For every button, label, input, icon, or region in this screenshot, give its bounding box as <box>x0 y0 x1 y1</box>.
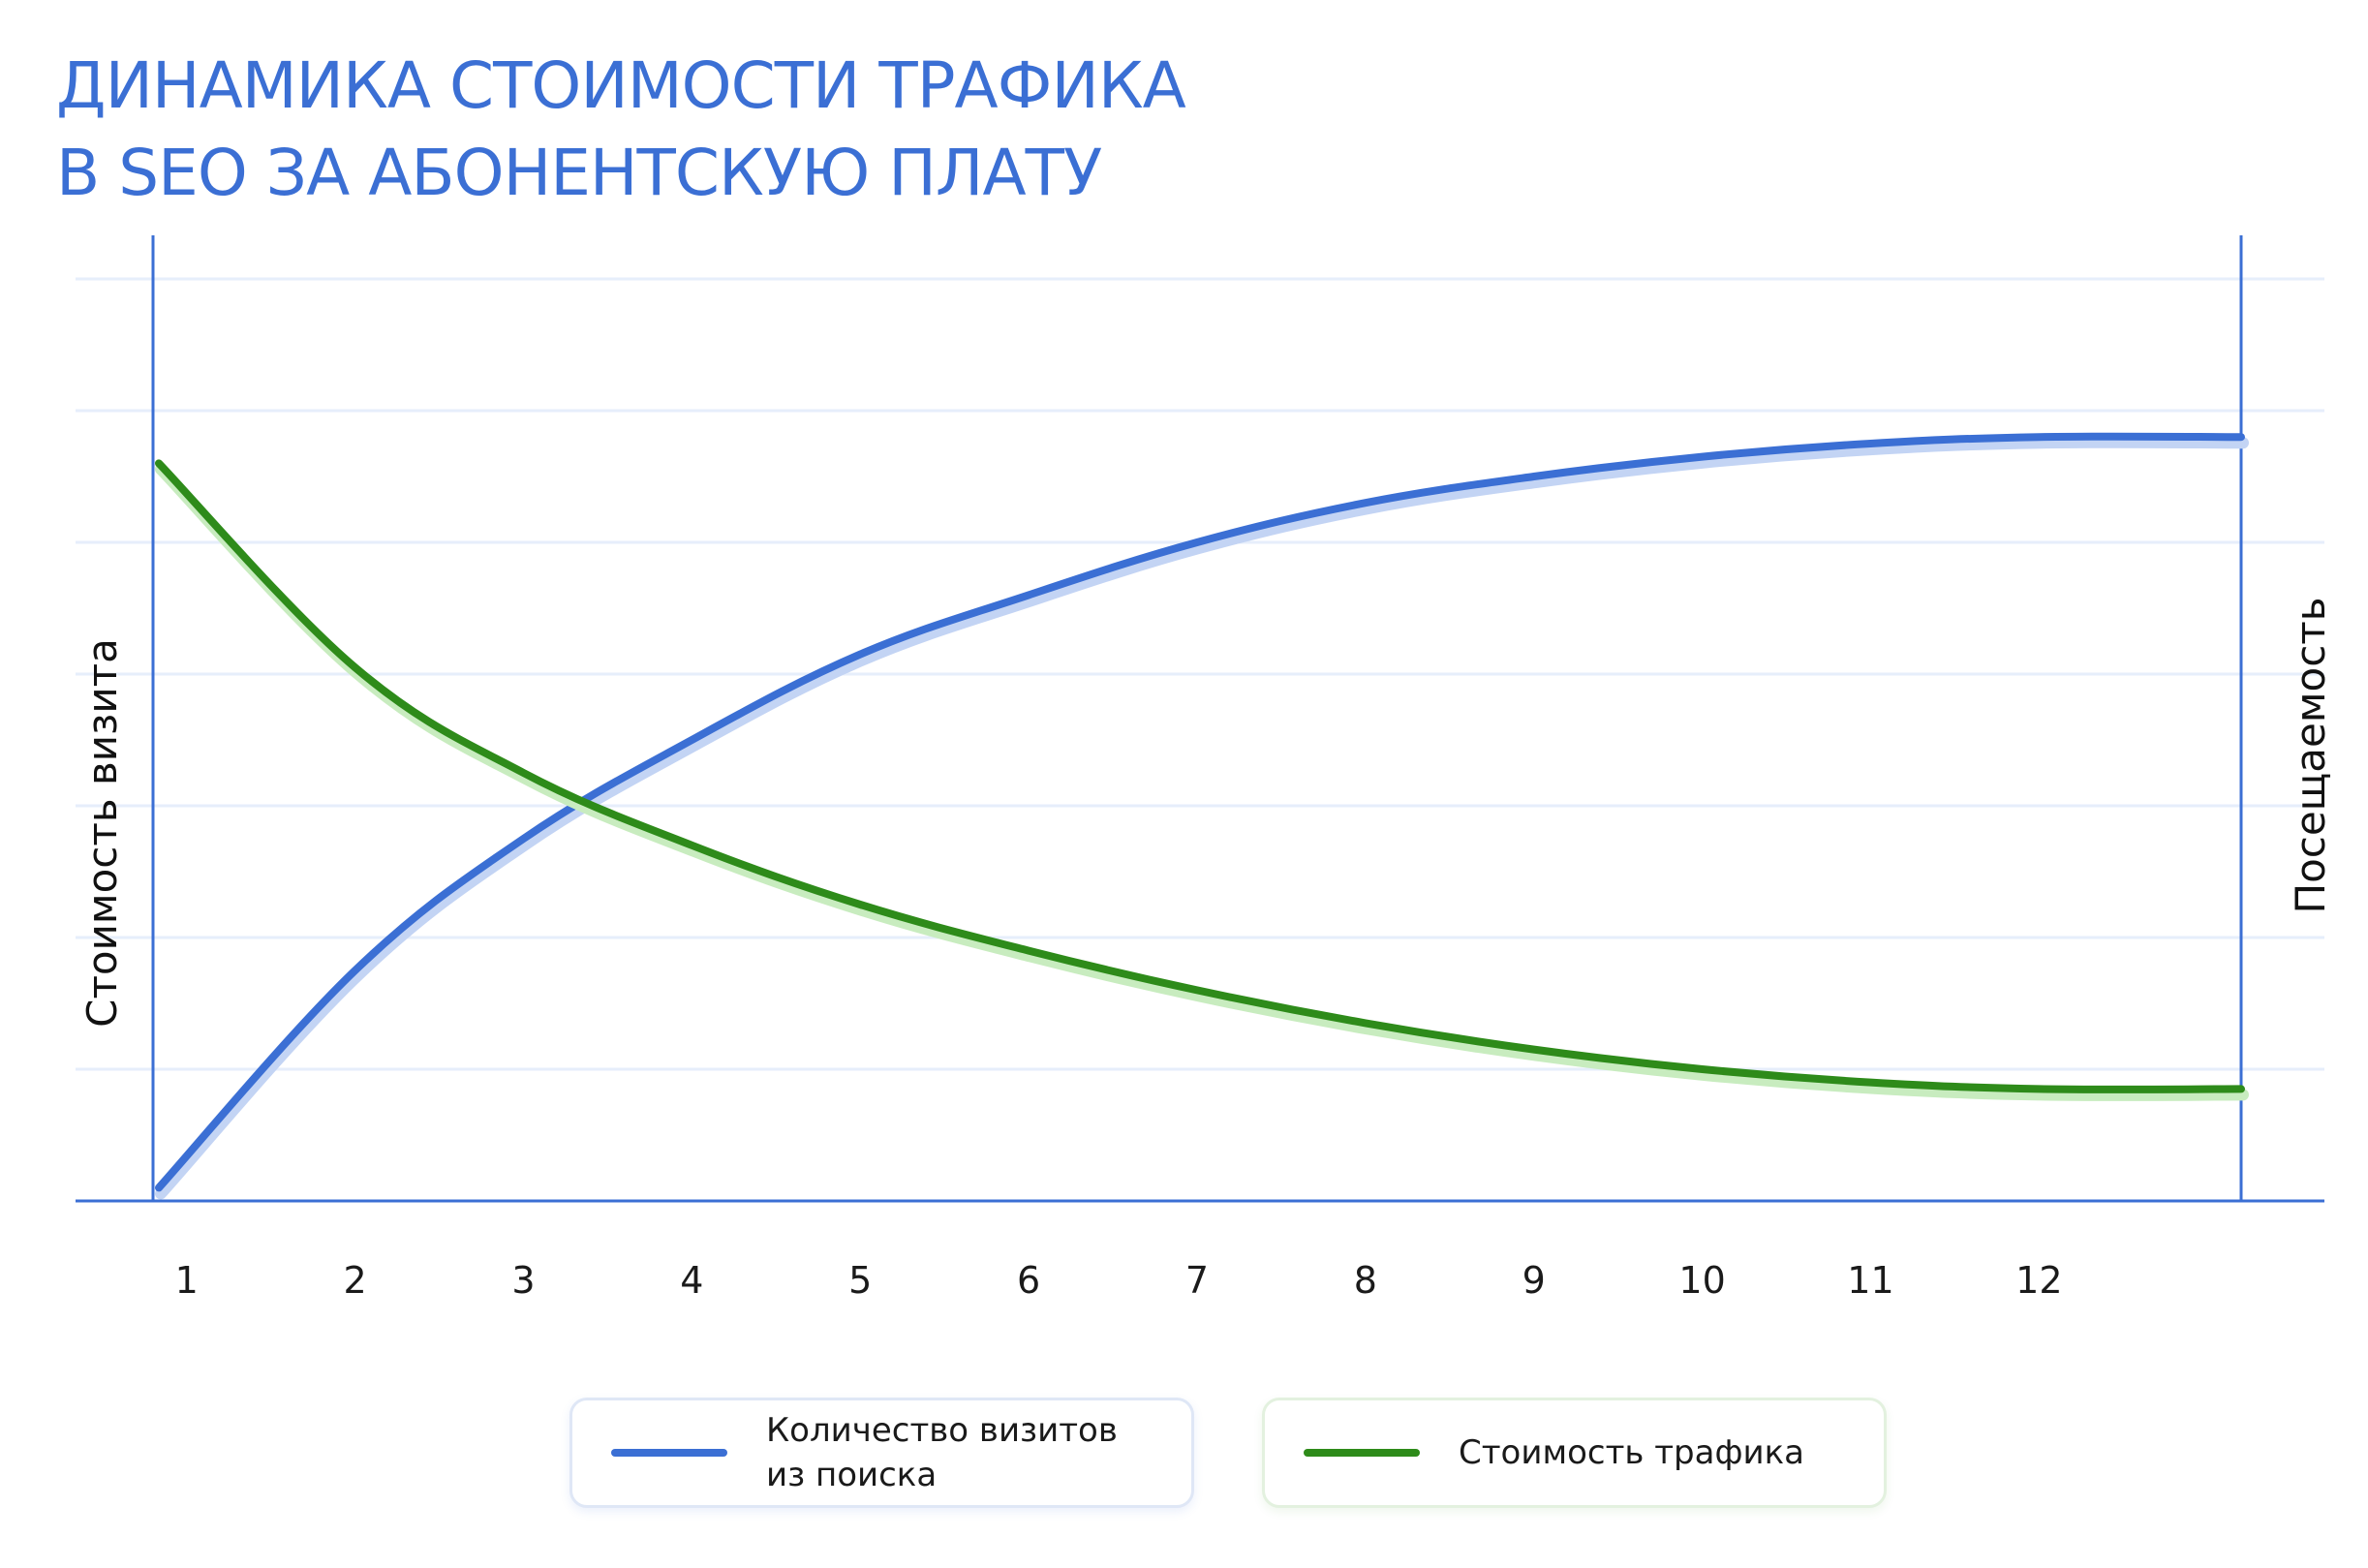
x-tick-label: 8 <box>1354 1259 1377 1302</box>
legend-item-visits: Количество визитов из поиска <box>569 1398 1194 1508</box>
series-lines <box>155 432 2249 1200</box>
chart-title-line-2: В SEO ЗА АБОНЕНТСКУЮ ПЛАТУ <box>56 136 1102 210</box>
chart-title: ДИНАМИКА СТОИМОСТИ ТРАФИКА В SEO ЗА АБОН… <box>56 43 1186 217</box>
legend-label-visits-line-1: Количество визитов <box>766 1411 1118 1450</box>
legend-swatch-visits <box>611 1449 727 1457</box>
series-cost-line <box>155 459 2245 1093</box>
legend-label-visits-line-2: из поиска <box>766 1456 938 1494</box>
x-tick-label: 10 <box>1678 1259 1725 1302</box>
x-tick-label: 4 <box>680 1259 703 1302</box>
x-tick-label: 3 <box>511 1259 535 1302</box>
x-tick-label: 6 <box>1017 1259 1040 1302</box>
legend-label-cost: Стоимость трафика <box>1459 1430 1804 1475</box>
x-tick-label: 12 <box>2015 1259 2062 1302</box>
series-visits <box>155 432 2249 1200</box>
x-tick-label: 5 <box>848 1259 872 1302</box>
x-tick-labels: 1 2 3 4 5 6 7 8 9 10 11 12 <box>175 1259 2063 1302</box>
x-tick-label: 1 <box>175 1259 199 1302</box>
series-cost <box>155 459 2249 1101</box>
series-visits-shadow <box>155 436 2249 1200</box>
x-tick-label: 11 <box>1847 1259 1893 1302</box>
left-axis-title: Стоимость визита <box>78 638 126 1028</box>
axes <box>76 235 2324 1203</box>
legend-label-cost-line-1: Стоимость трафика <box>1459 1433 1804 1472</box>
x-tick-label: 2 <box>344 1259 367 1302</box>
series-cost-shadow <box>155 463 2249 1101</box>
legend-item-cost: Стоимость трафика <box>1262 1398 1887 1508</box>
grid-lines <box>76 277 2324 1071</box>
right-axis-title: Посещаемость <box>2287 597 2334 913</box>
chart-title-line-1: ДИНАМИКА СТОИМОСТИ ТРАФИКА <box>56 48 1186 123</box>
legend-label-visits: Количество визитов из поиска <box>766 1408 1118 1497</box>
x-tick-label: 9 <box>1522 1259 1546 1302</box>
x-tick-label: 7 <box>1185 1259 1209 1302</box>
series-visits-line <box>155 432 2245 1192</box>
legend-swatch-cost <box>1304 1449 1420 1457</box>
